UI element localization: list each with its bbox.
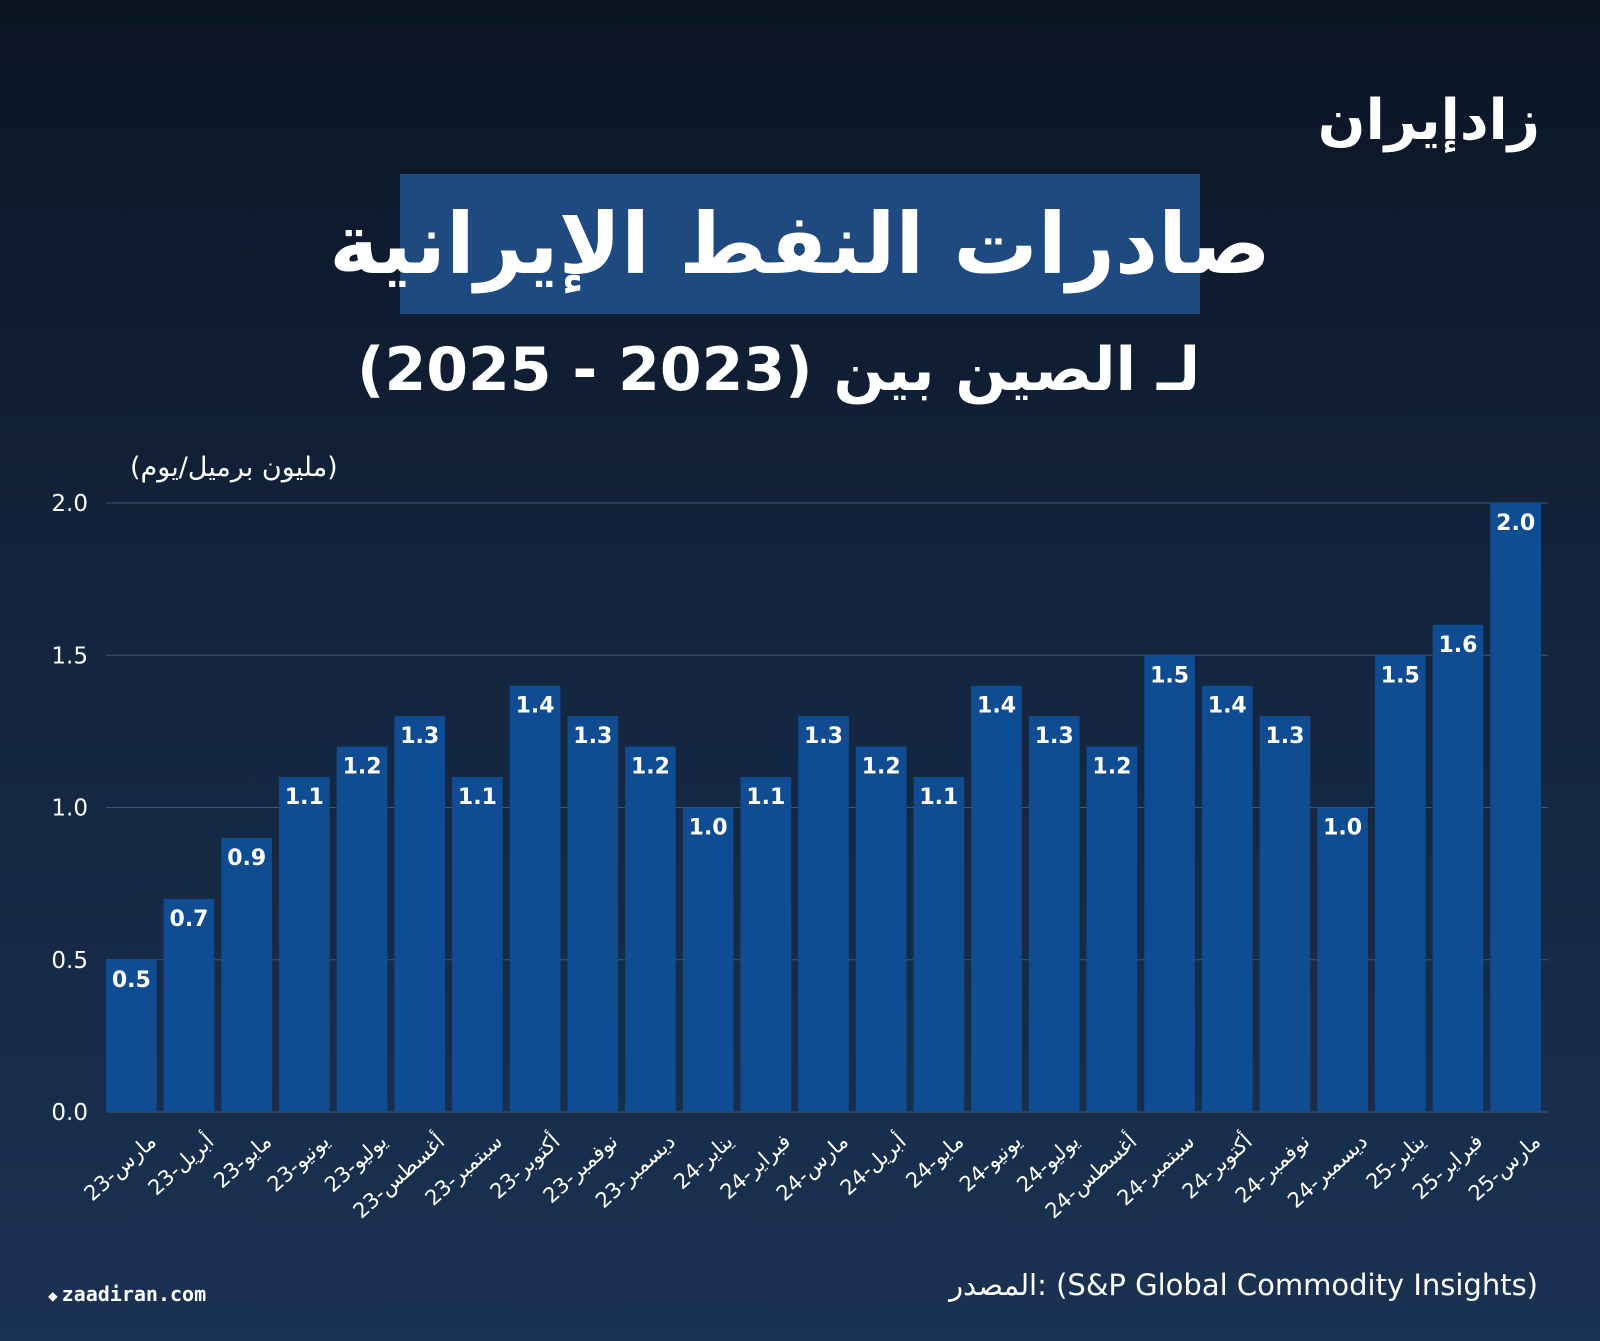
data-label: 1.1 bbox=[285, 785, 324, 810]
x-tick-label: أبريل-23 bbox=[142, 1128, 218, 1200]
bar bbox=[682, 807, 734, 1112]
data-label: 0.7 bbox=[170, 907, 209, 932]
data-label: 1.2 bbox=[1092, 755, 1131, 780]
footer-website[interactable]: ◆ zaadiran.com bbox=[48, 1282, 206, 1306]
x-tick-label: أبريل-24 bbox=[834, 1128, 910, 1200]
data-label: 0.5 bbox=[112, 968, 151, 993]
bar bbox=[1317, 807, 1368, 1112]
data-label: 1.5 bbox=[1150, 663, 1189, 688]
data-label: 1.0 bbox=[689, 816, 728, 841]
y-tick-label: 1.5 bbox=[51, 643, 88, 669]
bar bbox=[394, 716, 446, 1112]
bar bbox=[971, 685, 1022, 1112]
title-banner: صادرات النفط الإيرانية bbox=[329, 174, 1271, 314]
data-label: 1.0 bbox=[1323, 816, 1362, 841]
bar bbox=[1086, 746, 1138, 1112]
y-tick-label: 2.0 bbox=[51, 491, 88, 517]
bar bbox=[279, 777, 330, 1112]
bar bbox=[509, 685, 561, 1112]
y-tick-label: 1.0 bbox=[51, 796, 88, 822]
bar bbox=[625, 746, 676, 1112]
x-tick-label: مارس-23 bbox=[80, 1129, 161, 1206]
bar bbox=[567, 716, 619, 1112]
bar bbox=[1201, 685, 1253, 1112]
data-label: 1.3 bbox=[400, 724, 439, 749]
data-label: 1.5 bbox=[1381, 663, 1420, 688]
bar bbox=[740, 777, 792, 1112]
x-tick-label: يونيو-23 bbox=[263, 1129, 334, 1196]
x-tick-label: يونيو-24 bbox=[955, 1129, 1026, 1196]
data-label: 1.3 bbox=[1265, 724, 1304, 749]
bar bbox=[163, 898, 215, 1112]
data-label: 1.2 bbox=[343, 755, 382, 780]
data-label: 2.0 bbox=[1496, 511, 1535, 536]
website-text: zaadiran.com bbox=[61, 1282, 207, 1306]
bar bbox=[336, 746, 388, 1112]
bar bbox=[798, 716, 849, 1112]
data-label: 0.9 bbox=[227, 846, 266, 871]
y-tick-label: 0.5 bbox=[51, 948, 88, 974]
bar bbox=[1259, 716, 1311, 1112]
bar bbox=[1490, 503, 1541, 1112]
y-axis-unit-label: (مليون برميل/يوم) bbox=[130, 452, 338, 483]
chart-title: صادرات النفط الإيرانية bbox=[329, 195, 1271, 293]
data-label: 1.4 bbox=[977, 694, 1016, 719]
bar bbox=[1432, 624, 1484, 1112]
bar bbox=[1144, 655, 1195, 1112]
data-label: 1.6 bbox=[1438, 633, 1477, 658]
data-label: 1.1 bbox=[746, 785, 785, 810]
data-label: 1.3 bbox=[573, 724, 612, 749]
data-label: 1.2 bbox=[862, 755, 901, 780]
data-label: 1.3 bbox=[804, 724, 843, 749]
data-label: 1.3 bbox=[1035, 724, 1074, 749]
bar bbox=[855, 746, 907, 1112]
bar bbox=[106, 959, 157, 1112]
bar bbox=[452, 777, 503, 1112]
brand-logo: زادإيران bbox=[1317, 88, 1542, 153]
y-tick-label: 0.0 bbox=[51, 1100, 88, 1126]
bar bbox=[1374, 655, 1426, 1112]
data-label: 1.1 bbox=[458, 785, 497, 810]
data-label: 1.2 bbox=[631, 755, 670, 780]
bar bbox=[221, 837, 273, 1112]
data-label: 1.1 bbox=[919, 785, 958, 810]
diamond-icon: ◆ bbox=[48, 1286, 58, 1305]
data-label: 1.4 bbox=[1208, 694, 1247, 719]
source-note: المصدر: (S&P Global Commodity Insights) bbox=[949, 1268, 1538, 1302]
chart-subtitle: لـ الصين بين (2023 - 2025) bbox=[357, 335, 1200, 405]
bar bbox=[913, 777, 965, 1112]
bar bbox=[1028, 716, 1080, 1112]
data-label: 1.4 bbox=[516, 694, 555, 719]
